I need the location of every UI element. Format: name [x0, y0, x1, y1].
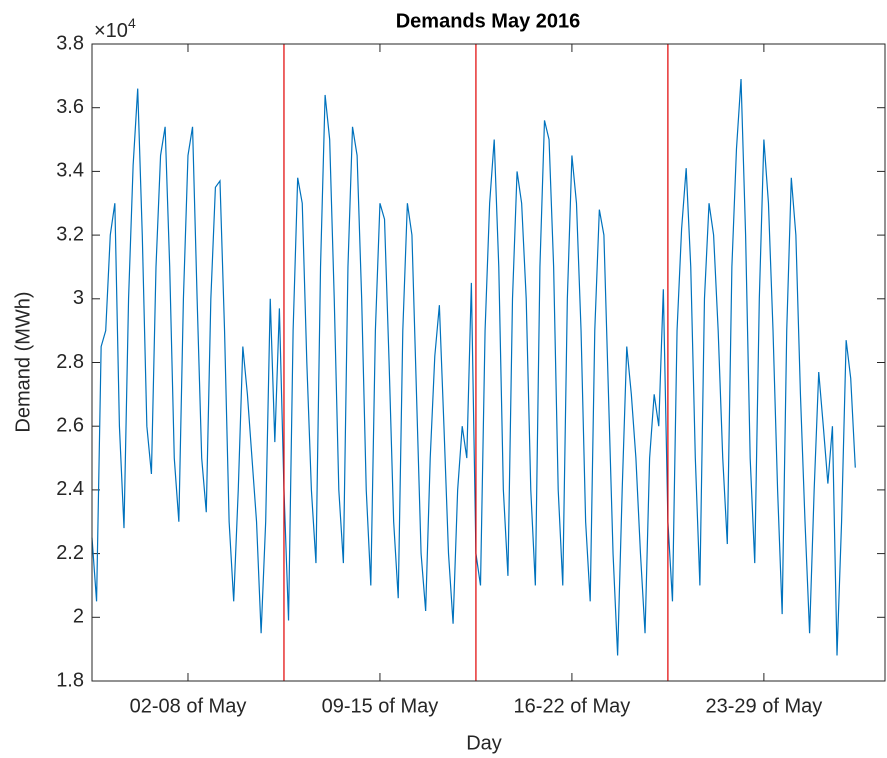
y-multiplier-base: ×10: [94, 20, 128, 42]
y-tick-label: 3.6: [56, 96, 84, 118]
y-tick-label: 2.8: [56, 351, 84, 373]
x-tick-label: 23-29 of May: [706, 695, 823, 717]
x-axis-label: Day: [466, 732, 502, 754]
y-tick-label: 2: [73, 606, 84, 628]
y-tick-label: 3.4: [56, 160, 84, 182]
y-tick-label: 2.2: [56, 542, 84, 564]
y-tick-label: 2.4: [56, 478, 84, 500]
y-tick-label: 3: [73, 287, 84, 309]
y-axis-label: Demand (MWh): [12, 291, 34, 432]
data-line: [91, 78, 856, 656]
x-tick-label: 16-22 of May: [514, 695, 631, 717]
x-tick-label: 02-08 of May: [130, 695, 247, 717]
y-tick-label: 3.2: [56, 223, 84, 245]
x-tick-label: 09-15 of May: [322, 695, 439, 717]
chart-title: Demands May 2016: [396, 10, 581, 32]
y-tick-label: 2.6: [56, 414, 84, 436]
y-tick-label: 3.8: [56, 32, 84, 54]
y-multiplier: ×104: [94, 15, 136, 43]
plot-frame: [91, 43, 886, 682]
y-multiplier-exponent: 4: [128, 15, 136, 31]
y-tick-label: 1.8: [56, 669, 84, 691]
